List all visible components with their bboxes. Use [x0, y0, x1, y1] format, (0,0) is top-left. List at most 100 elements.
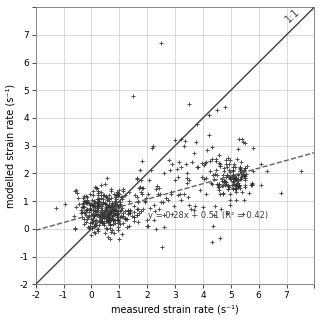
Point — [113, 192, 118, 197]
Point — [117, 218, 122, 223]
Point — [92, 230, 97, 235]
Point — [151, 218, 156, 223]
Point — [98, 209, 103, 214]
Point — [126, 190, 132, 195]
Point — [74, 204, 79, 209]
Point — [120, 187, 125, 192]
Point — [213, 156, 219, 161]
Point — [236, 171, 241, 176]
Point — [233, 174, 238, 180]
Point — [94, 205, 99, 210]
Point — [90, 226, 95, 231]
Point — [112, 208, 117, 213]
Point — [237, 166, 243, 172]
Point — [81, 198, 86, 203]
Point — [231, 172, 236, 178]
Point — [140, 206, 146, 211]
Point — [144, 195, 149, 200]
Point — [102, 211, 108, 216]
Point — [138, 208, 143, 213]
Point — [114, 214, 119, 220]
Point — [106, 217, 111, 222]
Point — [230, 169, 235, 174]
Point — [220, 179, 225, 184]
Point — [132, 203, 137, 208]
Point — [85, 200, 90, 205]
Point — [138, 167, 143, 172]
Point — [134, 206, 139, 212]
Point — [101, 213, 106, 219]
Point — [117, 191, 122, 196]
Point — [145, 223, 150, 228]
Point — [172, 177, 177, 182]
Point — [227, 174, 232, 179]
Point — [103, 194, 108, 199]
Point — [176, 159, 181, 164]
Point — [140, 186, 145, 191]
Point — [102, 215, 107, 220]
Point — [232, 182, 237, 188]
Point — [242, 140, 247, 146]
Point — [238, 176, 244, 181]
Point — [111, 217, 116, 222]
Point — [236, 183, 241, 188]
Point — [103, 214, 108, 219]
Point — [106, 213, 111, 218]
Point — [230, 164, 236, 169]
Point — [242, 172, 247, 177]
Point — [127, 223, 132, 228]
Point — [90, 212, 95, 217]
Point — [92, 211, 97, 216]
Point — [167, 157, 172, 162]
Point — [95, 208, 100, 213]
Point — [122, 208, 127, 213]
Point — [108, 208, 113, 213]
Point — [163, 196, 168, 201]
Point — [242, 184, 247, 189]
Point — [228, 177, 234, 182]
Point — [234, 176, 239, 181]
Point — [108, 206, 114, 212]
Point — [131, 93, 136, 98]
Point — [112, 198, 117, 204]
Point — [94, 204, 99, 209]
Point — [187, 101, 192, 107]
Point — [80, 201, 85, 206]
Point — [88, 213, 93, 218]
Point — [246, 191, 252, 196]
Point — [107, 214, 112, 219]
Point — [100, 200, 106, 205]
Point — [115, 211, 120, 216]
Point — [184, 170, 189, 175]
Point — [91, 203, 96, 208]
Point — [113, 199, 118, 204]
Point — [121, 220, 126, 225]
Point — [74, 191, 79, 196]
Point — [93, 217, 99, 222]
Point — [137, 184, 142, 189]
Point — [108, 211, 113, 216]
Point — [98, 201, 103, 206]
Point — [105, 208, 110, 213]
Point — [106, 217, 111, 222]
Point — [93, 222, 98, 227]
Point — [107, 222, 112, 227]
Point — [95, 201, 100, 206]
Point — [84, 199, 89, 204]
Point — [99, 219, 104, 224]
Point — [204, 147, 209, 152]
Point — [200, 161, 205, 166]
Point — [119, 232, 124, 237]
X-axis label: measured strain rate (s⁻¹): measured strain rate (s⁻¹) — [111, 304, 239, 315]
Point — [107, 220, 112, 225]
Point — [102, 181, 108, 186]
Point — [93, 208, 98, 213]
Point — [116, 203, 121, 208]
Point — [107, 210, 112, 215]
Point — [142, 198, 148, 204]
Point — [108, 202, 113, 207]
Point — [102, 192, 107, 197]
Point — [92, 224, 97, 229]
Point — [223, 175, 228, 180]
Point — [243, 172, 248, 177]
